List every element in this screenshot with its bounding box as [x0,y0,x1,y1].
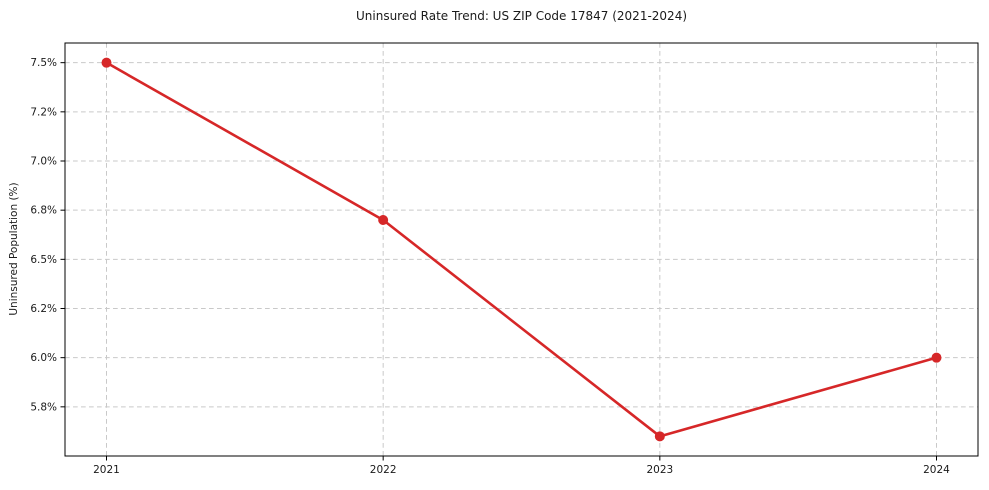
x-tick-label: 2022 [370,464,397,476]
x-tick-label: 2021 [93,464,120,476]
plot-border [64,42,979,457]
y-tick-label: 6.8% [30,205,57,217]
trend-line [105,61,938,438]
y-tick-label: 6.0% [30,352,57,364]
data-point-2024 [931,352,942,363]
x-tick-label: 2023 [646,464,673,476]
y-tick-label: 7.5% [30,57,57,69]
y-tick-label: 5.8% [30,401,57,413]
y-tick-label: 7.0% [30,156,57,168]
chart-title: Uninsured Rate Trend: US ZIP Code 17847 … [355,9,688,23]
y-tick-label: 6.2% [30,303,57,315]
data-point-2022 [378,215,389,225]
y-tick-label: 6.5% [30,254,57,266]
data-point-2021 [101,57,112,68]
data-point-2023 [654,431,665,442]
x-tick-label: 2024 [923,464,950,476]
y-tick-label: 7.2% [30,106,57,118]
